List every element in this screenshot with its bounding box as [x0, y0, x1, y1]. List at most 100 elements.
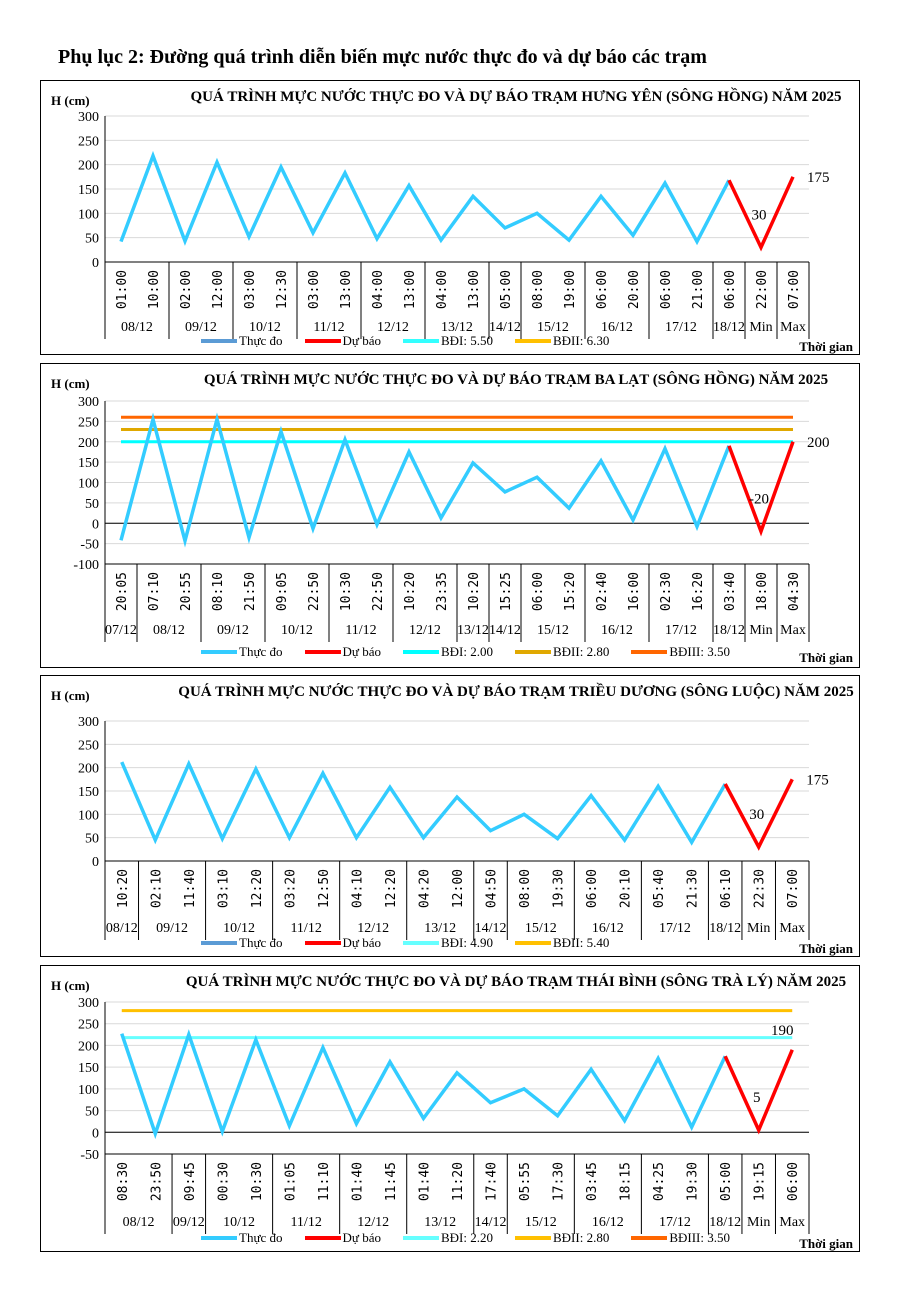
- legend-swatch: [201, 941, 237, 945]
- x-tick-label: 17:40: [485, 1162, 500, 1201]
- y-tick-label: 200: [78, 159, 99, 174]
- legend-item: BĐI: 5.50: [402, 333, 493, 349]
- legend-label: Dự báo: [342, 935, 381, 950]
- x-tick-label: 21:00: [691, 270, 706, 309]
- x-tick-label: 12:50: [317, 869, 332, 908]
- y-tick-label: 50: [85, 497, 99, 512]
- x-tick-label: 19:30: [552, 869, 567, 908]
- y-tick-label: 100: [78, 808, 99, 823]
- y-tick-label: 0: [92, 256, 99, 271]
- date-group-label: 12/12: [409, 623, 441, 638]
- legend-item: BĐII: 2.80: [514, 644, 609, 660]
- legend-item: Dự báo: [304, 644, 381, 660]
- x-tick-label: 22:30: [753, 869, 768, 908]
- x-tick-label: 20:10: [619, 869, 634, 908]
- x-tick-label: 07:00: [787, 270, 802, 309]
- x-tick-label: 06:00: [595, 270, 610, 309]
- legend-label: BĐIII: 3.50: [669, 644, 730, 659]
- y-tick-label: 300: [78, 395, 99, 410]
- x-tick-label: 00:30: [216, 1162, 231, 1201]
- date-group-label: 10/12: [223, 1215, 255, 1230]
- date-group-label: 14/12: [489, 320, 521, 335]
- x-tick-label: 06:00: [659, 270, 674, 309]
- legend-label: BĐII: 6.30: [552, 333, 610, 348]
- date-group-label: 10/12: [249, 320, 281, 335]
- x-tick-label: 02:30: [659, 572, 674, 611]
- x-tick-label: 01:40: [417, 1162, 432, 1201]
- x-tick-label: 01:00: [115, 270, 130, 309]
- legend-label: Dự báo: [342, 644, 381, 659]
- legend-swatch: [631, 650, 668, 654]
- legend-label: Thực đo: [239, 935, 283, 950]
- x-tick-label: 11:10: [317, 1162, 332, 1201]
- x-tick-label: 04:00: [371, 270, 386, 309]
- data-label: 5: [753, 1090, 761, 1106]
- date-group-label: 09/12: [173, 1215, 205, 1230]
- x-tick-label: 06:00: [531, 572, 546, 611]
- legend-label: BĐI: 2.00: [440, 644, 493, 659]
- x-tick-label: 16:00: [627, 572, 642, 611]
- x-tick-label: 08:00: [518, 869, 533, 908]
- y-tick-label: 300: [78, 996, 99, 1011]
- x-tick-label: 02:10: [149, 869, 164, 908]
- legend-swatch: [402, 339, 439, 343]
- x-tick-label: 17:30: [552, 1162, 567, 1201]
- y-tick-label: -50: [80, 1148, 99, 1163]
- chart-svg: -100 -50 0 50 100 150 200 250 300 20:05 07:10 20:55…: [73, 395, 830, 642]
- y-tick-label: 50: [85, 1105, 99, 1120]
- legend-swatch: [514, 1236, 551, 1240]
- x-tick-label: 01:05: [283, 1162, 298, 1201]
- legend-swatch: [201, 650, 237, 654]
- legend-swatch: [402, 1236, 439, 1240]
- date-group-label: 16/12: [592, 921, 624, 936]
- x-tick-label: 18:00: [755, 572, 770, 611]
- data-label: 30: [752, 207, 767, 223]
- data-label: -20: [749, 491, 769, 507]
- x-axis-label: Thời gian: [799, 339, 853, 354]
- legend-swatch: [514, 941, 551, 945]
- x-tick-label: 11:20: [451, 1162, 466, 1201]
- date-group-label: 11/12: [290, 921, 321, 936]
- x-tick-label: 10:00: [147, 270, 162, 309]
- legend-item: BĐI: 2.20: [402, 1230, 493, 1246]
- date-group-label: 17/12: [659, 1215, 691, 1230]
- chart-svg: 0 50 100 150 200 250 300 10:20 02:10 11:40 03:10 12…: [78, 715, 829, 940]
- chart-title: QUÁ TRÌNH MỰC NƯỚC THỰC ĐO VÀ DỰ BÁO TRẠ…: [203, 372, 829, 388]
- y-axis-label: H (cm): [51, 978, 90, 993]
- x-tick-label: 16:20: [691, 572, 706, 611]
- y-tick-label: 150: [78, 785, 99, 800]
- x-tick-label: 19:15: [753, 1162, 768, 1201]
- legend-item: BĐII: 5.40: [514, 935, 609, 951]
- date-group-label: 17/12: [659, 921, 691, 936]
- legend-label: BĐIII: 3.50: [669, 1230, 730, 1245]
- x-tick-label: 06:00: [585, 869, 600, 908]
- date-group-label: 11/12: [345, 623, 376, 638]
- x-tick-label: 12:00: [211, 270, 226, 309]
- x-tick-label: 07:00: [786, 869, 801, 908]
- y-tick-label: 50: [85, 232, 99, 247]
- y-axis-label: H (cm): [51, 688, 90, 703]
- x-axis-label: Thời gian: [799, 941, 853, 956]
- date-group-label: 10/12: [223, 921, 255, 936]
- document-title: Phụ lục 2: Đường quá trình diễn biến mực…: [58, 46, 707, 68]
- x-tick-label: 04:10: [350, 869, 365, 908]
- legend-item: Thực đo: [201, 333, 283, 349]
- legend-swatch: [631, 1236, 668, 1240]
- x-tick-label: 10:20: [403, 572, 418, 611]
- y-tick-label: 200: [78, 762, 99, 777]
- chart-trieu-duong: 0 50 100 150 200 250 300 10:20 02:10 11:40 03:10 12…: [40, 675, 860, 957]
- legend-item: Thực đo: [201, 1230, 283, 1246]
- y-axis-label: H (cm): [51, 376, 90, 391]
- legend-label: Dự báo: [342, 333, 381, 348]
- date-group-label: 13/12: [424, 1215, 456, 1230]
- legend-item: BĐIII: 3.50: [631, 644, 730, 660]
- x-tick-label: 15:25: [499, 572, 514, 611]
- legend-label: Thực đo: [239, 333, 283, 348]
- x-tick-label: 03:00: [307, 270, 322, 309]
- chart-svg: -50 0 50 100 150 200 250 300 08:30 23:50 09:45 00:3…: [78, 996, 810, 1234]
- date-group-label: 17/12: [665, 623, 697, 638]
- x-tick-label: 06:00: [723, 270, 738, 309]
- x-tick-label: 06:00: [786, 1162, 801, 1201]
- date-group-label: 18/12: [709, 1215, 741, 1230]
